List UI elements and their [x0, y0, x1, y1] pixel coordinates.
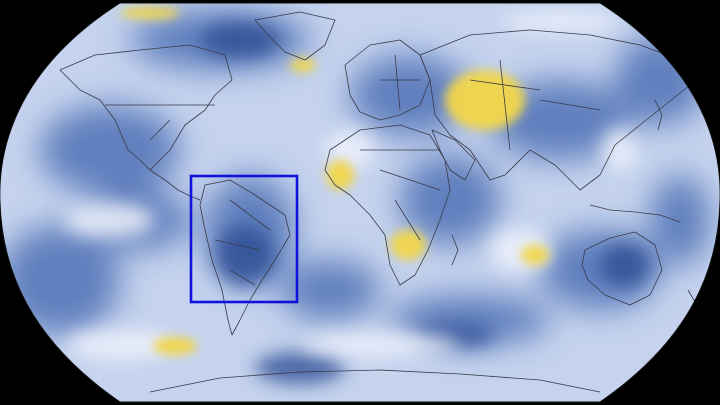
north-america-outline — [59, 44, 233, 171]
australia-outline — [581, 231, 663, 306]
country-borders — [59, 11, 696, 393]
japan-outline — [654, 99, 663, 131]
greenland-outline — [254, 11, 336, 61]
europe-outline — [344, 39, 431, 121]
africa-outline — [324, 124, 451, 286]
south-america-outline — [199, 179, 291, 336]
madagascar-outline — [451, 234, 459, 266]
interior-borders — [105, 54, 601, 286]
indonesia-outline — [589, 204, 681, 223]
neutral-anomaly-regions — [65, 12, 638, 360]
asia-outline — [419, 29, 691, 191]
south-america-highlight-box — [189, 174, 299, 304]
antarctica-outline — [149, 369, 601, 393]
central-america-outline — [149, 169, 201, 201]
